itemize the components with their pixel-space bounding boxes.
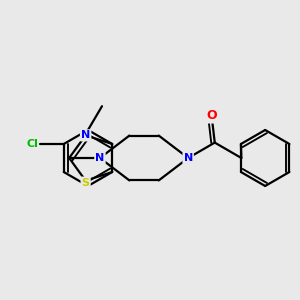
Text: N: N [184, 153, 193, 163]
Text: O: O [207, 109, 217, 122]
Text: Cl: Cl [26, 139, 38, 149]
Text: S: S [82, 178, 90, 188]
Text: N: N [81, 130, 90, 140]
Text: N: N [95, 153, 105, 163]
